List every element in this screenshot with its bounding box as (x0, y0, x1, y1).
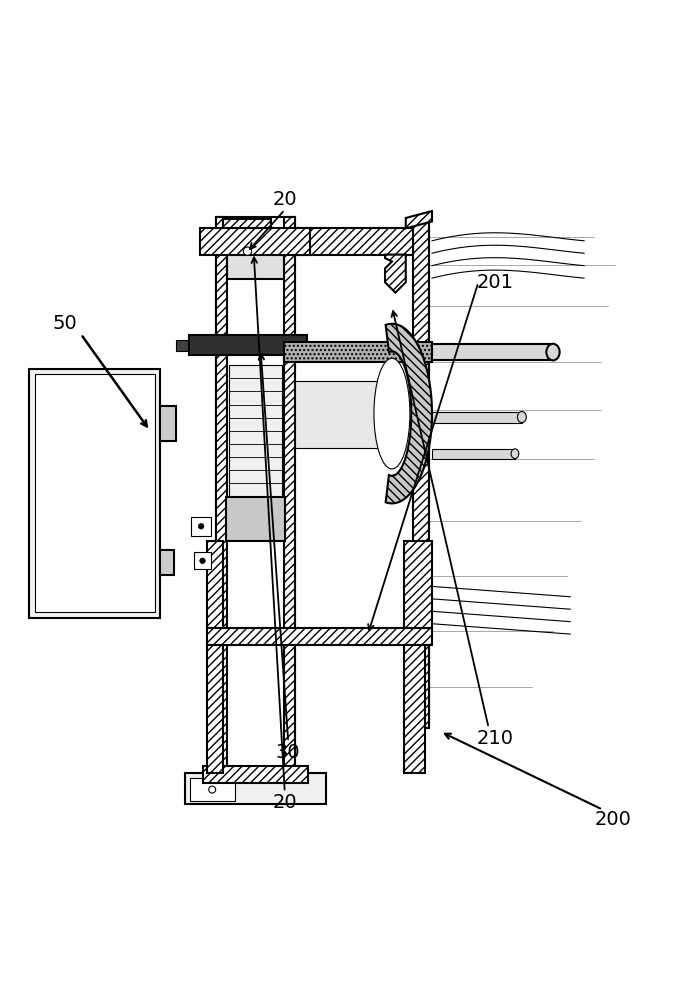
Bar (192, 517, 211, 536)
Bar (185, 773, 326, 804)
Bar (216, 217, 295, 776)
Bar (190, 778, 235, 801)
Bar (413, 217, 429, 728)
Bar (284, 217, 295, 776)
Ellipse shape (374, 358, 410, 469)
Bar (29, 369, 160, 618)
Polygon shape (295, 228, 413, 255)
Bar (203, 766, 307, 783)
Bar (160, 550, 174, 575)
Bar (432, 412, 522, 423)
Text: 20: 20 (273, 190, 297, 209)
Polygon shape (406, 211, 432, 228)
Bar (201, 228, 310, 255)
Bar (295, 381, 399, 448)
Polygon shape (405, 541, 432, 628)
Bar (432, 449, 515, 459)
Text: 201: 201 (477, 273, 514, 292)
Bar (208, 628, 432, 645)
Ellipse shape (511, 449, 519, 459)
Polygon shape (385, 255, 406, 293)
Bar (176, 340, 216, 351)
Text: 200: 200 (595, 810, 632, 829)
Text: 30: 30 (276, 743, 301, 762)
Bar (432, 344, 553, 360)
Text: 20: 20 (273, 793, 297, 812)
Polygon shape (386, 324, 432, 503)
Bar (229, 365, 282, 497)
Ellipse shape (518, 412, 526, 423)
Text: 210: 210 (477, 729, 514, 748)
Bar (216, 217, 227, 776)
Bar (405, 645, 425, 773)
Bar (194, 552, 211, 569)
Bar (284, 342, 432, 362)
Circle shape (198, 524, 204, 529)
Bar (189, 335, 307, 355)
Bar (226, 497, 285, 541)
Polygon shape (208, 541, 223, 628)
Bar (208, 645, 223, 773)
Bar (35, 374, 155, 612)
Circle shape (244, 247, 252, 255)
Bar (227, 230, 284, 279)
Text: 50: 50 (53, 314, 77, 333)
Bar (223, 219, 271, 228)
Circle shape (200, 558, 205, 564)
Bar (160, 406, 176, 441)
Circle shape (209, 786, 216, 793)
Ellipse shape (546, 344, 559, 360)
